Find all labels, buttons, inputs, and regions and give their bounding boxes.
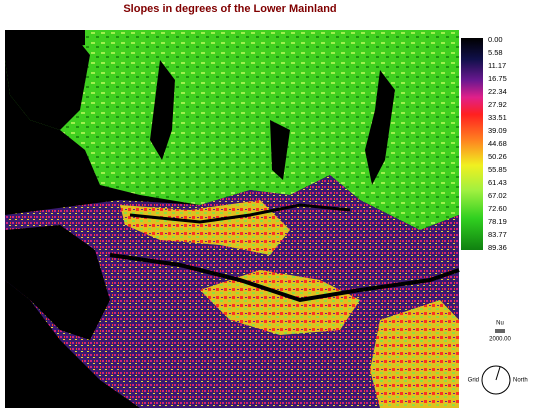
scale-mark (495, 329, 505, 333)
legend-label: 16.75 (488, 74, 507, 83)
slope-map (5, 30, 460, 408)
map-title: Slopes in degrees of the Lower Mainland (123, 3, 336, 15)
legend-label: 61.43 (488, 178, 507, 187)
north-label: North (513, 378, 528, 384)
scale-distance: 2000.00 (489, 337, 511, 343)
legend: 0.00 5.58 11.17 16.75 22.34 27.92 33.51 39.09 44… (461, 35, 507, 252)
color-ramp (461, 38, 483, 250)
north-arrow: Grid North (468, 365, 528, 395)
legend-label: 89.36 (488, 243, 507, 252)
legend-label: 27.92 (488, 100, 507, 109)
legend-label: 50.26 (488, 152, 507, 161)
legend-label: 5.58 (488, 48, 503, 57)
legend-label: 78.19 (488, 217, 507, 226)
legend-label: 0.00 (488, 35, 503, 44)
legend-label: 55.85 (488, 165, 507, 174)
scale-unit: Nu (496, 321, 504, 327)
legend-label: 39.09 (488, 126, 507, 135)
grid-label: Grid (468, 378, 479, 384)
legend-label: 83.77 (488, 230, 507, 239)
legend-label: 44.68 (488, 139, 507, 148)
legend-label: 22.34 (488, 87, 507, 96)
legend-label: 11.17 (488, 61, 506, 70)
scale-bar: Nu 2000.00 (489, 321, 511, 343)
legend-label: 72.60 (488, 204, 507, 213)
legend-label: 67.02 (488, 191, 507, 200)
legend-label: 33.51 (488, 113, 507, 122)
